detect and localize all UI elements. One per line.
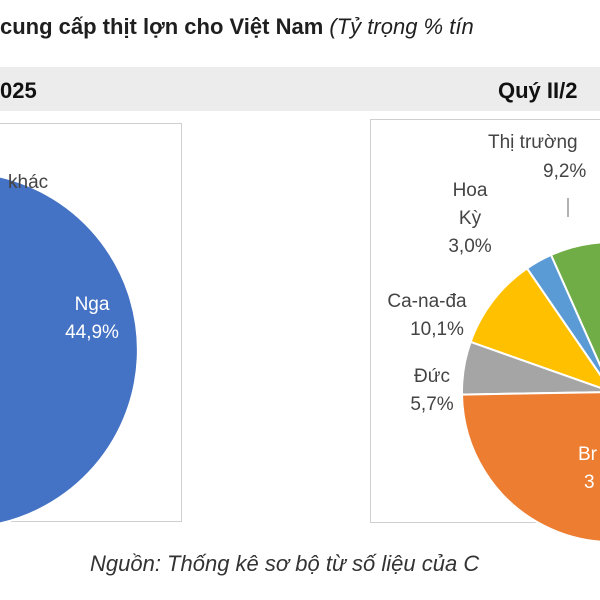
pie-slice-nga — [0, 175, 139, 525]
slice-value-thi-truong: 9,2% — [543, 161, 586, 182]
slice-value-br: 3 — [584, 472, 595, 493]
title-main: cung cấp thịt lợn cho Việt Nam — [0, 14, 324, 39]
left-pie: khác Nga 44,9% — [0, 172, 139, 525]
period-header-band — [0, 67, 600, 111]
slice-value-hoa-ky: 3,0% — [448, 236, 491, 257]
pie-slice-br — [460, 391, 600, 543]
slice-label-duc: Đức — [414, 366, 450, 387]
slice-label-br: Br — [578, 444, 598, 465]
period-right-label: Quý II/2 — [498, 78, 578, 103]
slice-value-duc: 5,7% — [410, 394, 453, 415]
slice-label-hoa: Hoa — [453, 180, 488, 201]
slice-label-ky: Kỳ — [459, 208, 482, 229]
slice-label-khac: khác — [8, 172, 48, 193]
slice-value-ca-na-da: 10,1% — [410, 319, 464, 340]
pie-slice-thi-truong — [549, 241, 600, 368]
pie-slice-ca-na-da — [469, 267, 600, 389]
source-note: Nguồn: Thống kê sơ bộ từ số liệu của C — [90, 551, 480, 576]
slice-label-thi-truong: Thị trường — [488, 132, 578, 153]
title-subtitle: (Tỷ trọng % tín — [329, 14, 474, 39]
slice-label-ca-na-da: Ca-na-đa — [387, 291, 467, 312]
slice-value-nga: 44,9% — [65, 322, 119, 343]
right-pie: Thị trường 9,2% Hoa Kỳ 3,0% Ca-na-đa 10,… — [387, 132, 600, 543]
period-left-label: 025 — [0, 78, 37, 103]
slice-label-nga: Nga — [75, 294, 110, 315]
chart-title: cung cấp thịt lợn cho Việt Nam (Tỷ trọng… — [0, 14, 600, 40]
